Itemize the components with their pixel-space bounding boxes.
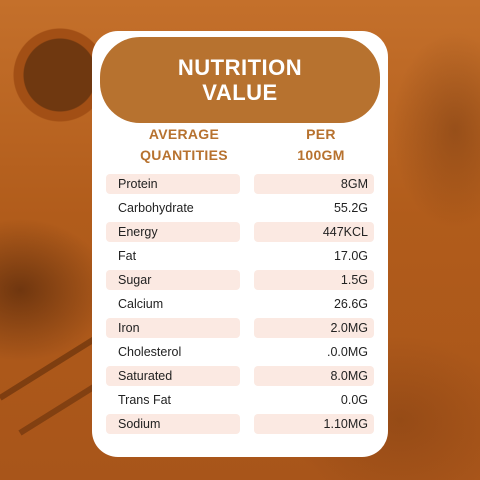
nutrient-value: 55.2G [333, 201, 368, 215]
nutrient-name: Sugar [106, 270, 240, 290]
header-right-line-2: 100GM [297, 147, 345, 163]
nutrient-name: Sodium [106, 414, 240, 434]
header-per-100gm: PER 100GM [279, 124, 363, 166]
table-row: Cholesterol .0.0MG [106, 340, 374, 364]
table-row: Carbohydrate 55.2G [106, 196, 374, 220]
nutrient-name: Calcium [118, 297, 164, 311]
table-row: Protein 8GM [106, 172, 374, 196]
nutrient-name: Energy [106, 222, 240, 242]
table-row: Fat 17.0G [106, 244, 374, 268]
table-row: Sodium 1.10MG [106, 412, 374, 436]
header-right-line-1: PER [306, 126, 336, 142]
nutrition-card: NUTRITION VALUE AVERAGE QUANTITIES PER 1… [92, 31, 388, 457]
table-row: Trans Fat 0.0G [106, 388, 374, 412]
nutrient-value: 26.6G [333, 297, 368, 311]
nutrient-value: .0.0MG [327, 345, 368, 359]
nutrient-value: 1.10MG [254, 414, 374, 434]
table-row: Saturated 8.0MG [106, 364, 374, 388]
nutrient-value: 0.0G [340, 393, 368, 407]
nutrient-value: 8GM [254, 174, 374, 194]
table-row: Calcium 26.6G [106, 292, 374, 316]
nutrient-name: Saturated [106, 366, 240, 386]
table-row: Energy 447KCL [106, 220, 374, 244]
title-banner: NUTRITION VALUE [100, 37, 380, 123]
nutrient-name: Carbohydrate [118, 201, 194, 215]
header-left-line-2: QUANTITIES [140, 147, 228, 163]
nutrient-value: 2.0MG [254, 318, 374, 338]
nutrient-value: 1.5G [254, 270, 374, 290]
nutrient-name: Cholesterol [118, 345, 182, 359]
title-line-1: NUTRITION [177, 55, 303, 80]
table-row: Iron 2.0MG [106, 316, 374, 340]
nutrition-table: Protein 8GM Carbohydrate 55.2G Energy 44… [106, 172, 374, 436]
nutrient-value: 17.0G [333, 249, 368, 263]
header-average-quantities: AVERAGE QUANTITIES [114, 124, 254, 166]
nutrient-value: 8.0MG [254, 366, 374, 386]
nutrient-name: Iron [106, 318, 240, 338]
table-row: Sugar 1.5G [106, 268, 374, 292]
title-line-2: VALUE [202, 80, 278, 105]
nutrient-name: Fat [118, 249, 137, 263]
nutrient-name: Protein [106, 174, 240, 194]
header-left-line-1: AVERAGE [148, 126, 220, 142]
nutrient-name: Trans Fat [118, 393, 172, 407]
nutrient-value: 447KCL [254, 222, 374, 242]
